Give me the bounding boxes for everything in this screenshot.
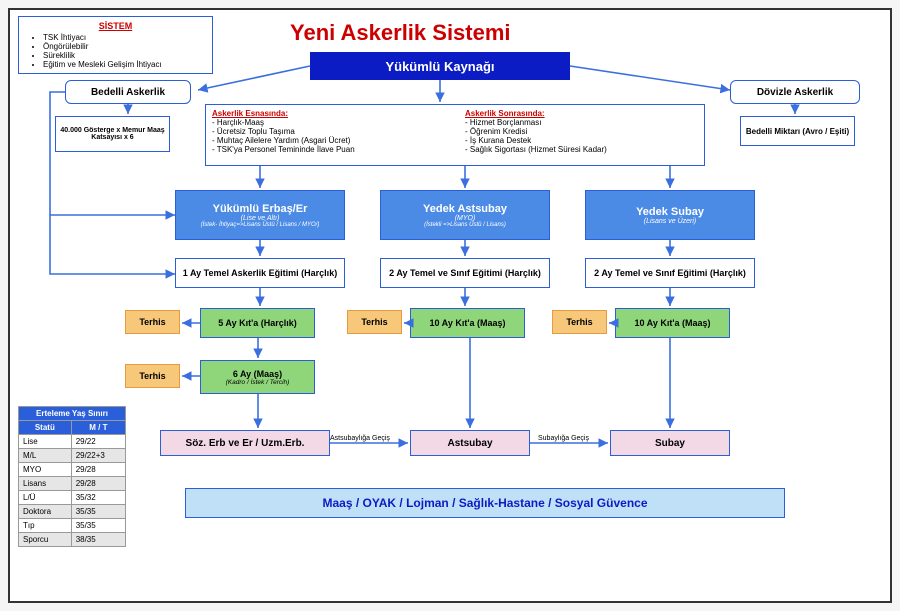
esnasinda-item: - Muhtaç Ailelere Yardım (Asgari Ücret) — [212, 136, 445, 145]
transition-1: Astsubaylığa Geçiş — [330, 435, 390, 442]
benefits-bar: Maaş / OYAK / Lojman / Sağlık-Hastane / … — [185, 488, 785, 518]
dovizle-detail: Bedelli Miktarı (Avro / Eşiti) — [740, 116, 855, 146]
sistem-item: TSK İhtiyacı — [43, 33, 204, 42]
col2-n2: 10 Ay Kıt'a (Maaş) — [410, 308, 525, 338]
terhis-3: Terhis — [552, 310, 607, 334]
sistem-title: SİSTEM — [27, 21, 204, 31]
dovizle-box: Dövizle Askerlik — [730, 80, 860, 104]
col1-n1: 1 Ay Temel Askerlik Eğitimi (Harçlık) — [175, 258, 345, 288]
esnasinda-title: Askerlik Esnasında: — [212, 109, 445, 118]
diagram-page: SİSTEM TSK İhtiyacı Öngörülebilir Sürekl… — [8, 8, 892, 603]
bedelli-box: Bedelli Askerlik — [65, 80, 191, 104]
col1-n2: 5 Ay Kıt'a (Harçlık) — [200, 308, 315, 338]
sonrasinda-item: - Sağlık Sigortası (Hizmet Süresi Kadar) — [465, 145, 698, 154]
sistem-item: Eğitim ve Mesleki Gelişim İhtiyacı — [43, 60, 204, 69]
sonrasinda-item: - Öğrenim Kredisi — [465, 127, 698, 136]
terhis-1b: Terhis — [125, 364, 180, 388]
source-box: Yükümlü Kaynağı — [310, 52, 570, 80]
col1-n3: 6 Ay (Maaş) (Kadro / İstek / Tercih) — [200, 360, 315, 394]
esnasinda-item: - Harçlık-Maaş — [212, 118, 445, 127]
col1-head: Yükümlü Erbaş/Er (Lise ve Altı) (İstek- … — [175, 190, 345, 240]
col3-n1: 2 Ay Temel ve Sınıf Eğitimi (Harçlık) — [585, 258, 755, 288]
col3-n2: 10 Ay Kıt'a (Maaş) — [615, 308, 730, 338]
col3-head: Yedek Subay (Lisans ve Üzeri) — [585, 190, 755, 240]
col2-final: Astsubay — [410, 430, 530, 456]
col1-final: Söz. Erb ve Er / Uzm.Erb. — [160, 430, 330, 456]
sonrasinda-item: - İş Kurana Destek — [465, 136, 698, 145]
main-title: Yeni Askerlik Sistemi — [290, 20, 511, 46]
terhis-2: Terhis — [347, 310, 402, 334]
col3-final: Subay — [610, 430, 730, 456]
sistem-panel: SİSTEM TSK İhtiyacı Öngörülebilir Sürekl… — [18, 16, 213, 74]
terhis-1a: Terhis — [125, 310, 180, 334]
col2-head: Yedek Astsubay (MYO) (İstekli =>Lisans Ü… — [380, 190, 550, 240]
esnasinda-item: - Ücretsiz Toplu Taşıma — [212, 127, 445, 136]
sistem-item: Öngörülebilir — [43, 42, 204, 51]
sonrasinda-item: - Hizmet Borçlanması — [465, 118, 698, 127]
transition-2: Subaylığa Geçiş — [538, 435, 589, 442]
bedelli-detail: 40.000 Gösterge x Memur Maaş Katsayısı x… — [55, 116, 170, 152]
info-panel: Askerlik Esnasında: - Harçlık-Maaş - Ücr… — [205, 104, 705, 166]
esnasinda-item: - TSK'ya Personel Temininde İlave Puan — [212, 145, 445, 154]
sonrasinda-title: Askerlik Sonrasında: — [465, 109, 698, 118]
erteleme-table: Erteleme Yaş Sınırı StatüM / T Lise29/22… — [18, 406, 126, 547]
col2-n1: 2 Ay Temel ve Sınıf Eğitimi (Harçlık) — [380, 258, 550, 288]
sistem-item: Süreklilik — [43, 51, 204, 60]
